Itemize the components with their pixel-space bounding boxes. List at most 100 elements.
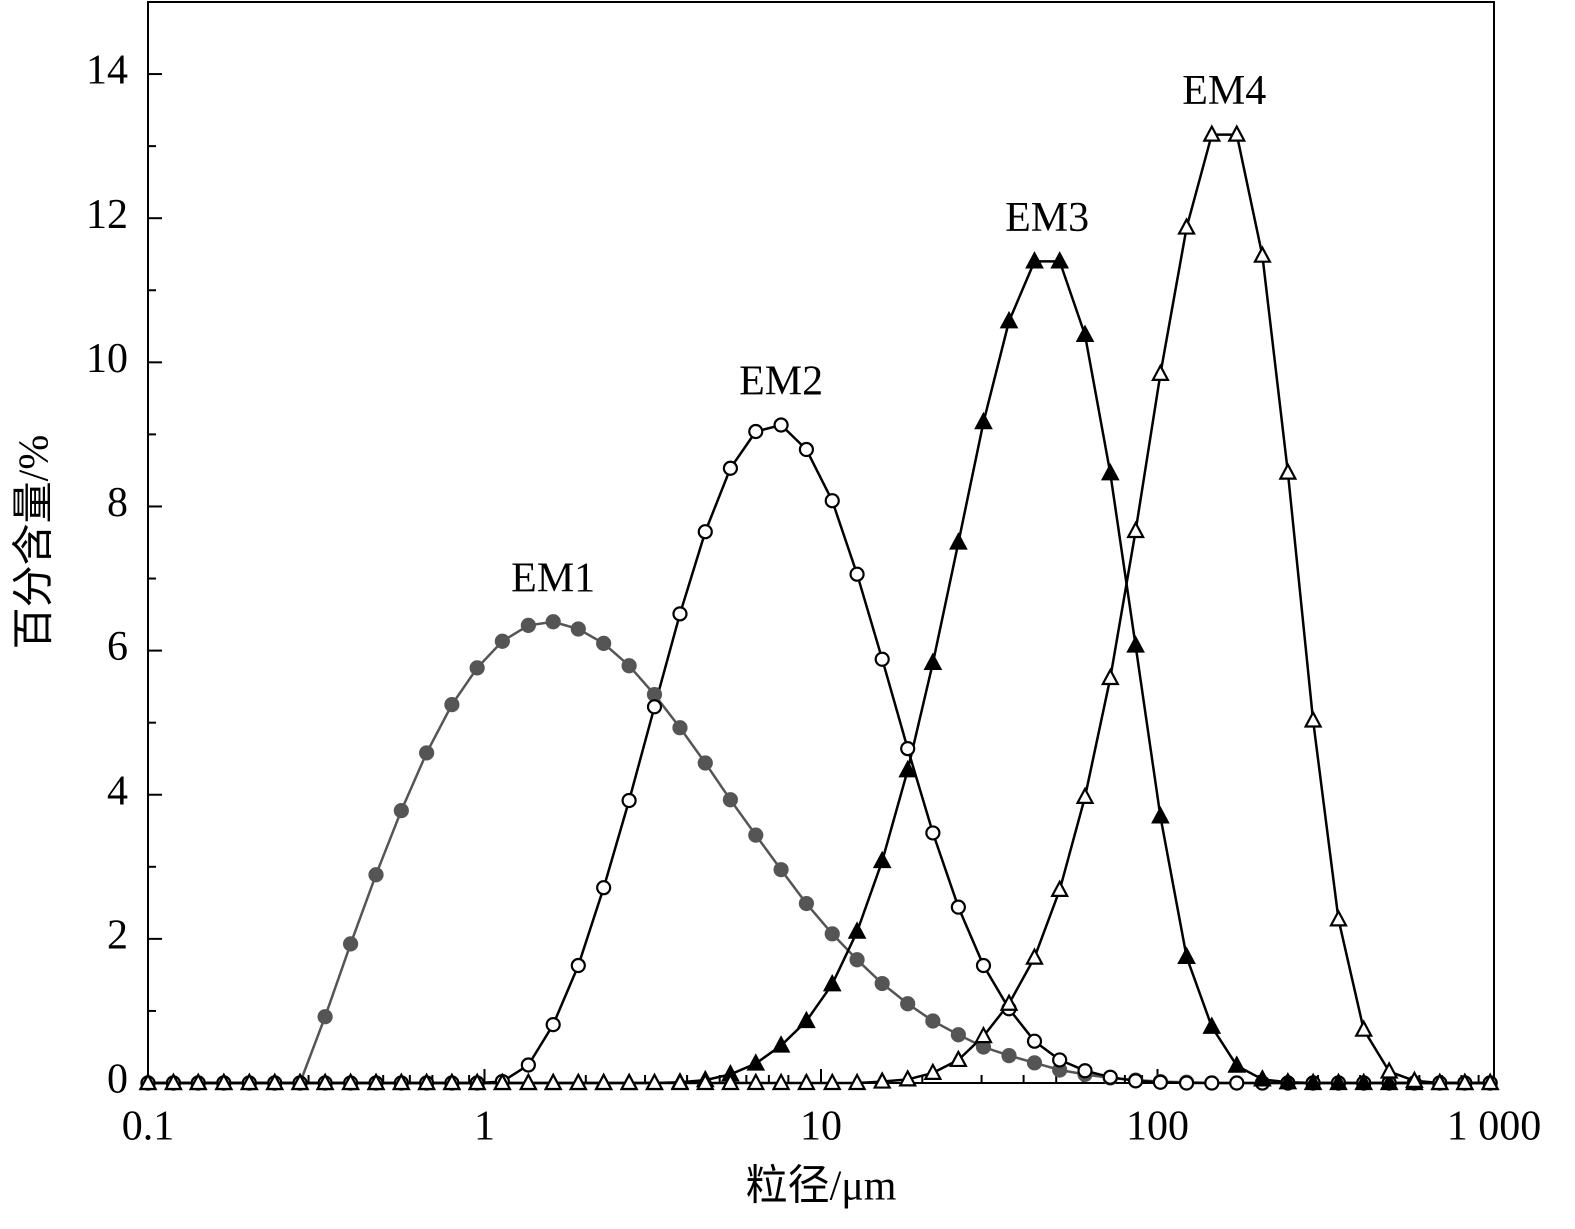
data-point [824, 493, 840, 509]
data-point [391, 1072, 411, 1091]
y-tick-label: 4 [107, 768, 128, 814]
data-point [1100, 462, 1120, 481]
data-point [1379, 1072, 1399, 1091]
data-point [368, 867, 384, 883]
data-point [925, 825, 941, 841]
data-point [1354, 1072, 1374, 1091]
data-point [923, 652, 943, 670]
data-point [568, 1072, 588, 1091]
data-point [697, 524, 713, 540]
data-point [721, 1072, 740, 1091]
data-point [493, 1072, 512, 1091]
data-point [672, 720, 688, 736]
data-point [1354, 1019, 1374, 1037]
data-point [1025, 251, 1044, 269]
data-point [797, 1010, 816, 1029]
data-point [1177, 217, 1196, 235]
data-point [444, 697, 460, 713]
series-label: EM2 [739, 359, 823, 405]
data-point [999, 310, 1019, 329]
data-point [975, 957, 992, 974]
data-point [900, 996, 916, 1012]
data-point [798, 441, 815, 458]
x-tick-label: 100 [1126, 1104, 1189, 1150]
data-point [1050, 251, 1070, 269]
data-point [520, 617, 536, 633]
y-tick-label: 6 [107, 624, 128, 670]
data-point [596, 880, 612, 896]
data-point [824, 926, 840, 942]
data-point [949, 1049, 968, 1068]
data-point [670, 1072, 690, 1091]
data-point [1151, 806, 1170, 824]
data-point [1075, 786, 1095, 804]
data-point [646, 686, 663, 703]
data-point [722, 460, 739, 476]
data-point [898, 1069, 918, 1087]
data-point [545, 614, 561, 630]
data-point [771, 1035, 791, 1053]
data-point [1379, 1061, 1399, 1079]
data-point [773, 862, 789, 878]
data-point [341, 1072, 360, 1091]
data-point [594, 1072, 613, 1091]
data-point [1126, 520, 1145, 539]
x-tick-label: 1 [474, 1104, 495, 1150]
data-point [1253, 245, 1272, 263]
data-point [695, 1072, 715, 1091]
data-point [646, 699, 663, 715]
data-point [1455, 1072, 1475, 1091]
data-point [315, 1072, 335, 1091]
data-point [1303, 1072, 1323, 1091]
data-point [900, 741, 916, 757]
data-point [494, 633, 510, 649]
data-point [1100, 667, 1120, 686]
data-point [1001, 1048, 1017, 1064]
data-point [1278, 462, 1298, 480]
data-point [1329, 909, 1348, 927]
data-point [1405, 1070, 1424, 1088]
data-point [950, 899, 966, 915]
data-point [1329, 1072, 1348, 1091]
data-point [519, 1072, 538, 1091]
data-point [849, 566, 865, 582]
data-point [1227, 124, 1247, 142]
data-point [417, 1072, 436, 1091]
series-line [148, 620, 1491, 1085]
data-point [672, 606, 688, 622]
data-point [722, 792, 739, 808]
data-point [748, 423, 764, 440]
data-point [520, 1057, 536, 1073]
data-point [1202, 124, 1222, 142]
data-point [1077, 1063, 1093, 1079]
data-point [847, 1072, 867, 1091]
data-point [545, 1017, 561, 1033]
y-tick-label: 8 [107, 480, 128, 526]
data-point [1178, 1075, 1195, 1091]
data-point [290, 1072, 310, 1091]
data-point [1151, 363, 1170, 381]
data-point [999, 993, 1019, 1011]
data-point [797, 1072, 816, 1091]
data-point [570, 957, 586, 974]
data-point [1204, 1075, 1220, 1091]
data-point [467, 1072, 487, 1091]
y-axis-label: 百分含量/% [12, 435, 58, 650]
data-point [1128, 1073, 1144, 1089]
series-label: EM4 [1182, 68, 1266, 114]
data-point [822, 1072, 842, 1091]
y-tick-label: 0 [107, 1057, 128, 1103]
data-point [748, 827, 764, 843]
data-point [847, 921, 867, 939]
data-point [214, 1072, 234, 1091]
x-axis-label: 粒径/μm [746, 1164, 897, 1210]
data-point [188, 1072, 208, 1091]
data-point [923, 1062, 943, 1081]
data-point [1075, 324, 1095, 343]
y-tick-label: 10 [86, 336, 128, 382]
data-point [872, 1071, 892, 1089]
data-point [1026, 1033, 1043, 1049]
data-point [1177, 946, 1196, 964]
